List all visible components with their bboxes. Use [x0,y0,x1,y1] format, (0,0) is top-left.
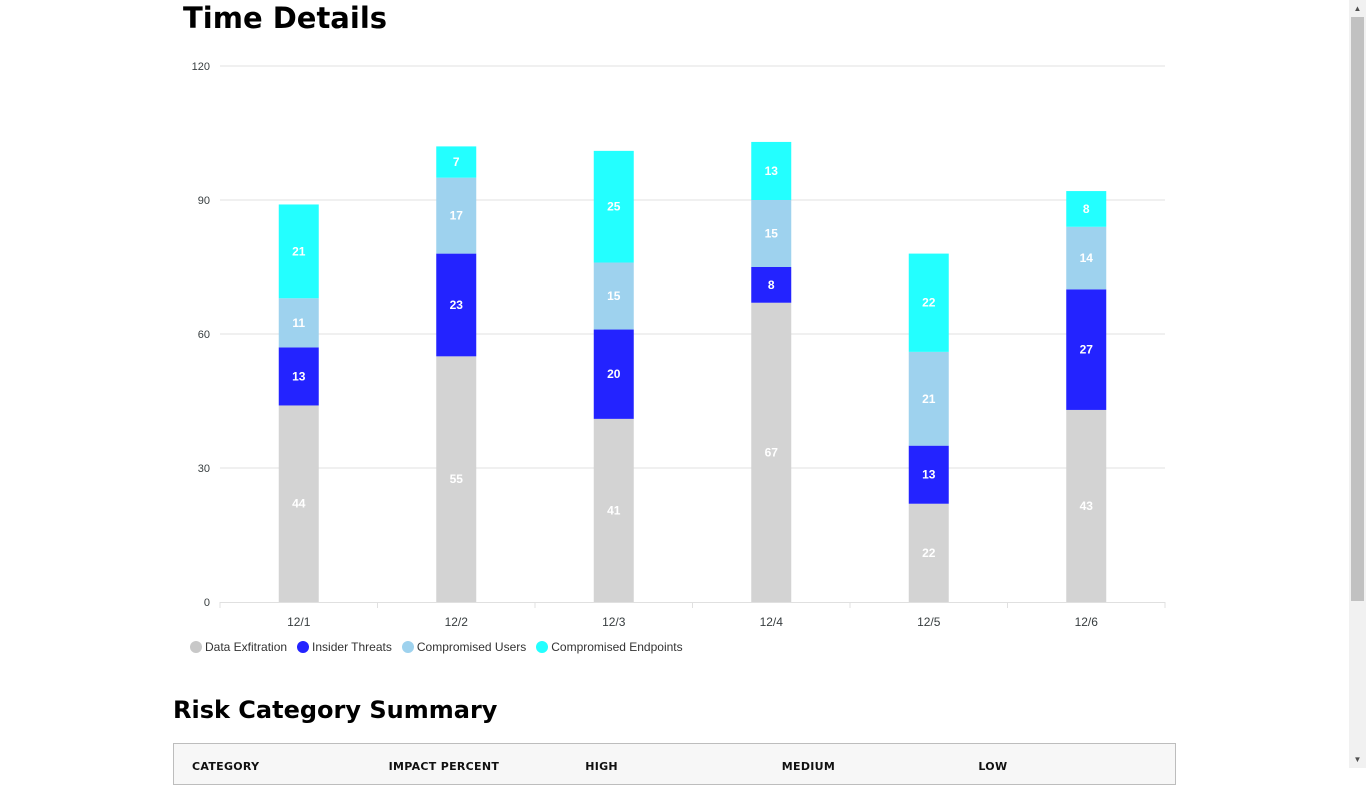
bar-segment [593,262,634,330]
chart-legend: Data Exfitration Insider Threats Compromis… [190,640,693,654]
legend-label: Data Exfitration [205,640,288,654]
table-header-row: CATEGORY IMPACT PERCENT HIGH MEDIUM LOW [174,744,1175,773]
column-header-medium: MEDIUM [781,760,836,773]
bar-segment [1066,409,1107,602]
y-tick-label: 30 [198,463,210,475]
data-label: 22 [922,546,936,560]
bar-segment [436,177,477,254]
stacked-bar-chart: 0 30 60 90 120 44 13 11 21 12/1 55 23 17 7 12/2 41 20 15 2… [192,61,1166,629]
scroll-up-arrow-icon[interactable]: ▲ [1353,4,1362,13]
column-header-low: LOW [978,760,1008,773]
column-header-category: CATEGORY [192,760,260,773]
bar-segment [1066,289,1107,410]
bar-segment [278,204,319,299]
bar-segment [751,267,792,303]
data-label: 8 [1083,202,1090,216]
bar-segment [908,503,949,602]
legend-marker-icon [297,641,310,653]
data-label: 67 [765,445,779,459]
bar-segment [278,298,319,348]
data-label: 22 [922,296,936,310]
bar-segment [436,253,477,357]
x-tick-label: 12/5 [917,615,941,629]
bar-segment [278,347,319,406]
x-tick-label: 12/6 [1075,615,1099,629]
legend-label: Compromised Endpoints [551,640,683,654]
vertical-scrollbar[interactable]: ▲ ▼ [1349,0,1366,768]
data-label: 17 [450,209,464,223]
bar-segment [1066,226,1107,290]
legend-item[interactable]: Compromised Endpoints [536,640,683,654]
data-label: 14 [1080,251,1094,265]
bar-segment [593,418,634,602]
data-label: 13 [765,164,779,178]
data-label: 13 [922,468,936,482]
y-tick-label: 60 [198,329,210,341]
legend-item[interactable]: Data Exfitration [190,640,287,654]
bar-segment [908,351,949,446]
bar-segment [908,253,949,352]
column-header-impact-percent: IMPACT PERCENT [388,760,500,773]
risk-category-summary-title: Risk Category Summary [173,696,498,724]
bar-segment [593,329,634,419]
legend-item[interactable]: Insider Threats [297,640,392,654]
legend-marker-icon [536,641,549,653]
legend-label: Insider Threats [312,640,392,654]
bar-segment [1066,191,1107,227]
x-tick-label: 12/2 [445,615,469,629]
data-label: 43 [1080,499,1094,513]
x-tick-label: 12/3 [602,615,626,629]
legend-marker-icon [401,641,414,653]
scrollbar-thumb[interactable] [1351,17,1364,601]
data-label: 23 [450,298,464,312]
data-label: 21 [922,392,936,406]
data-label: 25 [607,200,621,214]
legend-label: Compromised Users [416,640,527,654]
bar-segment [436,356,477,602]
bar-segment [751,302,792,602]
legend-marker-icon [190,641,202,653]
data-label: 21 [292,244,306,258]
data-label: 15 [765,227,779,241]
data-label: 15 [607,289,621,303]
legend-item[interactable]: Compromised Users [401,640,527,654]
y-tick-label: 0 [204,597,210,609]
y-tick-label: 120 [192,61,210,73]
bar-segment [751,200,792,267]
y-tick-label: 90 [198,195,210,207]
data-label: 7 [453,155,460,169]
data-label: 44 [292,497,306,511]
data-label: 13 [292,369,306,383]
data-label: 41 [607,503,621,517]
data-label: 11 [292,316,305,330]
risk-category-table: CATEGORY IMPACT PERCENT HIGH MEDIUM LOW [173,743,1176,785]
data-label: 27 [1080,343,1094,357]
page-title: Time Details [183,1,388,35]
data-label: 20 [607,367,621,381]
scroll-down-arrow-icon[interactable]: ▼ [1353,755,1362,764]
bar-segment [278,405,319,602]
x-tick-label: 12/4 [760,615,784,629]
data-label: 8 [768,278,775,292]
data-label: 55 [450,472,464,486]
bar-segment [751,141,792,200]
bar-segment [908,445,949,504]
bar-segment [593,150,634,263]
x-tick-label: 12/1 [287,615,311,629]
bar-segment [436,146,477,178]
column-header-high: HIGH [585,760,618,773]
